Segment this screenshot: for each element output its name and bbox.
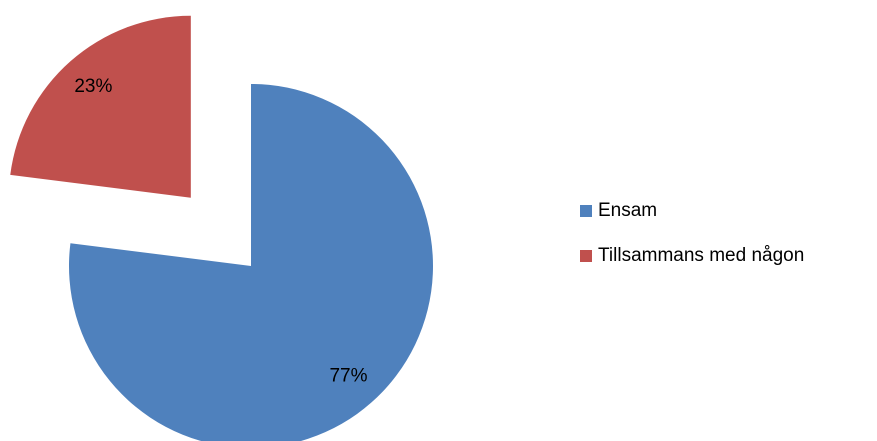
data-label: 23%: [74, 76, 112, 97]
pie-slice: [69, 84, 433, 441]
legend-label: Tillsammans med någon: [598, 245, 804, 266]
data-label: 77%: [329, 366, 367, 387]
legend-swatch: [580, 205, 592, 217]
legend-label: Ensam: [598, 200, 657, 221]
legend-swatch: [580, 250, 592, 262]
pie-slice: [10, 15, 191, 198]
